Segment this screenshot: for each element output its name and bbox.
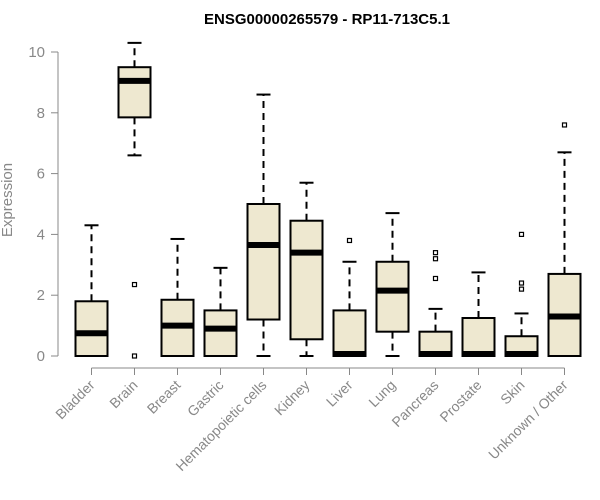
y-tick-label: 8: [37, 105, 45, 122]
outlier-point: [131, 281, 138, 288]
box-bladder: [74, 224, 109, 357]
box-breast: [160, 237, 195, 358]
x-tick-label: Breast: [144, 377, 184, 417]
outlier-point: [432, 250, 439, 256]
outlier-point: [432, 256, 439, 262]
outlier-point: [518, 280, 525, 286]
box-iqr: [332, 309, 367, 357]
y-tick-label: 10: [28, 44, 45, 61]
y-tick-label: 0: [37, 348, 45, 365]
x-tick-label: Pancreas: [388, 377, 441, 430]
x-tick-label: Kidney: [271, 377, 313, 419]
y-tick-label: 4: [37, 226, 45, 243]
box-liver: [332, 237, 367, 357]
box-prostate: [461, 271, 496, 357]
x-tick-label: Bladder: [52, 377, 98, 423]
chart-title: ENSG00000265579 - RP11-713C5.1: [204, 11, 450, 28]
boxes-group: [74, 41, 582, 359]
y-tick-label: 6: [37, 166, 45, 183]
box-iqr: [289, 219, 324, 341]
box-brain: [117, 41, 152, 359]
box-iqr: [203, 309, 238, 357]
outlier-point: [131, 353, 138, 359]
x-tick-label: Gastric: [184, 377, 227, 420]
box-iqr: [117, 66, 152, 119]
x-tick-label: Brain: [106, 377, 140, 411]
box-pancreas: [418, 250, 453, 357]
box-skin: [504, 231, 539, 357]
box-kidney: [289, 181, 324, 357]
x-tick-label: Prostate: [436, 377, 484, 425]
x-tick-label: Skin: [497, 377, 528, 408]
x-tick-label: Liver: [323, 377, 356, 410]
x-tick-label: Lung: [365, 377, 398, 410]
box-iqr: [375, 260, 410, 333]
box-lung: [375, 212, 410, 357]
box-gastric: [203, 266, 238, 357]
outlier-point: [346, 237, 353, 244]
outlier-point: [432, 275, 439, 282]
box-iqr: [461, 317, 496, 357]
box-iqr: [246, 203, 281, 321]
y-axis: 0 2 4 6 8 10: [28, 44, 59, 365]
outlier-point: [518, 286, 525, 292]
box-unknown-other: [547, 122, 582, 358]
box-iqr: [74, 300, 109, 357]
outlier-point: [561, 122, 568, 128]
x-tick-label: Unknown / Other: [485, 377, 571, 463]
outlier-point: [518, 231, 525, 237]
box-hematopoietic-cells: [246, 93, 281, 357]
y-tick-label: 2: [37, 287, 45, 304]
y-axis-label: Expression: [0, 163, 16, 237]
